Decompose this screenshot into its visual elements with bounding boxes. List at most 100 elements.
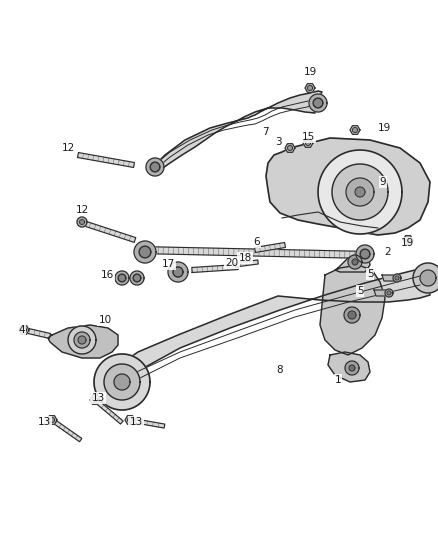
Polygon shape [133, 274, 141, 282]
Polygon shape [387, 291, 391, 295]
Polygon shape [51, 418, 82, 442]
Polygon shape [74, 332, 90, 348]
Polygon shape [350, 126, 360, 134]
Text: 9: 9 [380, 177, 386, 187]
Text: 6: 6 [254, 237, 260, 247]
Polygon shape [140, 246, 151, 257]
Polygon shape [348, 255, 362, 269]
Polygon shape [352, 259, 358, 265]
Text: 13: 13 [92, 393, 105, 403]
Text: 16: 16 [100, 270, 113, 280]
Polygon shape [406, 238, 410, 243]
Polygon shape [353, 127, 357, 133]
Text: 3: 3 [275, 137, 281, 147]
Polygon shape [349, 365, 355, 371]
Polygon shape [254, 243, 286, 253]
Polygon shape [395, 276, 399, 280]
Text: 12: 12 [61, 143, 74, 153]
Polygon shape [303, 139, 313, 147]
Polygon shape [118, 274, 126, 282]
Polygon shape [307, 85, 312, 91]
Text: 13: 13 [129, 417, 143, 427]
Polygon shape [393, 274, 401, 282]
Polygon shape [150, 162, 160, 172]
Text: 13: 13 [37, 417, 51, 427]
Polygon shape [173, 267, 183, 277]
Polygon shape [168, 262, 188, 282]
Polygon shape [382, 275, 398, 281]
Polygon shape [173, 267, 183, 277]
Polygon shape [130, 418, 165, 428]
Polygon shape [78, 336, 86, 344]
Polygon shape [79, 220, 136, 243]
Polygon shape [235, 260, 258, 267]
Polygon shape [19, 326, 29, 334]
Polygon shape [90, 395, 100, 405]
Polygon shape [192, 264, 238, 272]
Text: 12: 12 [75, 205, 88, 215]
Polygon shape [80, 220, 85, 224]
Polygon shape [148, 91, 322, 173]
Polygon shape [47, 416, 57, 424]
Polygon shape [49, 417, 54, 423]
Polygon shape [151, 163, 159, 172]
Polygon shape [92, 398, 98, 402]
Polygon shape [346, 178, 374, 206]
Polygon shape [119, 274, 126, 281]
Polygon shape [134, 241, 156, 263]
Polygon shape [413, 263, 438, 293]
Polygon shape [125, 416, 135, 424]
Text: 18: 18 [238, 253, 251, 263]
Polygon shape [403, 236, 413, 244]
Text: 1: 1 [335, 375, 341, 385]
Polygon shape [94, 399, 123, 424]
Polygon shape [94, 354, 150, 410]
Polygon shape [385, 289, 393, 297]
Polygon shape [313, 98, 323, 108]
Polygon shape [77, 217, 87, 227]
Polygon shape [266, 138, 430, 235]
Polygon shape [110, 268, 432, 388]
Polygon shape [134, 274, 141, 281]
Text: 4: 4 [19, 325, 25, 335]
Polygon shape [348, 311, 356, 319]
Text: 5: 5 [367, 269, 373, 279]
Polygon shape [139, 246, 151, 258]
Polygon shape [146, 158, 164, 176]
Polygon shape [356, 245, 374, 263]
Text: 2: 2 [385, 247, 391, 257]
Polygon shape [374, 290, 390, 296]
Polygon shape [130, 271, 144, 285]
Polygon shape [114, 374, 130, 390]
Text: 5: 5 [357, 286, 363, 296]
Polygon shape [335, 252, 370, 272]
Polygon shape [48, 325, 118, 358]
Text: 7: 7 [261, 127, 268, 137]
Polygon shape [344, 307, 360, 323]
Polygon shape [355, 187, 365, 197]
Polygon shape [332, 164, 388, 220]
Polygon shape [104, 364, 140, 400]
Text: 19: 19 [400, 238, 413, 248]
Polygon shape [21, 327, 27, 333]
Polygon shape [360, 249, 370, 259]
Polygon shape [78, 152, 134, 167]
Polygon shape [115, 271, 129, 285]
Text: 19: 19 [304, 67, 317, 77]
Polygon shape [309, 94, 327, 112]
Polygon shape [318, 150, 402, 234]
Polygon shape [420, 270, 436, 286]
Polygon shape [138, 246, 370, 259]
Text: 8: 8 [277, 365, 283, 375]
Text: 17: 17 [161, 259, 175, 269]
Polygon shape [24, 328, 50, 338]
Polygon shape [360, 249, 370, 259]
Text: 19: 19 [378, 123, 391, 133]
Polygon shape [314, 99, 322, 108]
Polygon shape [305, 84, 315, 92]
Polygon shape [320, 265, 385, 355]
Polygon shape [287, 146, 293, 150]
Polygon shape [68, 326, 96, 354]
Polygon shape [127, 417, 133, 423]
Polygon shape [328, 352, 370, 382]
